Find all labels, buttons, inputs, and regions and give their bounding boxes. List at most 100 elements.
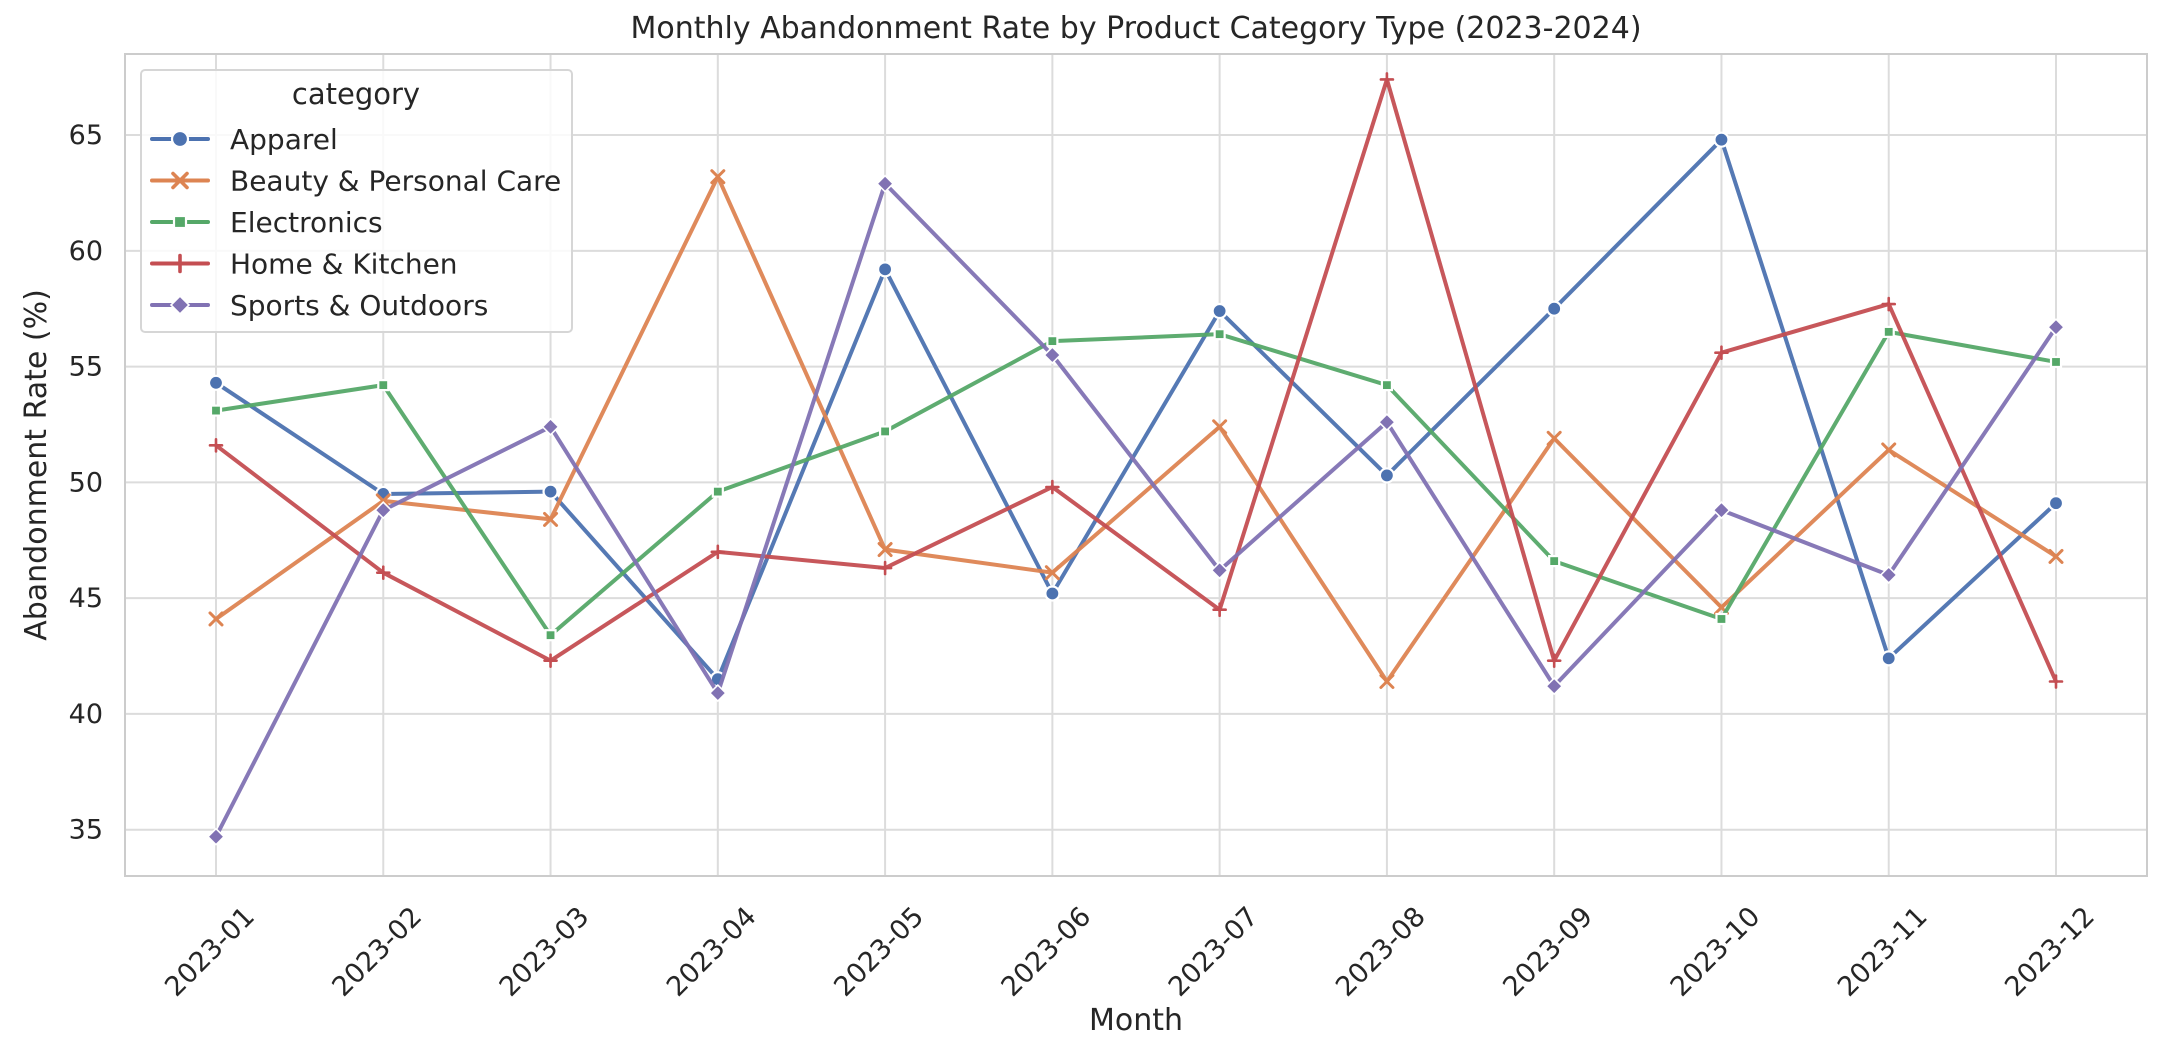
data-point bbox=[708, 683, 727, 703]
plot-border bbox=[124, 53, 2148, 877]
legend-items: Apparel Beauty & Personal Care Electronics… bbox=[150, 123, 561, 322]
data-point bbox=[2047, 495, 2065, 512]
data-point bbox=[209, 404, 223, 417]
data-point bbox=[1380, 379, 1394, 392]
data-point bbox=[1548, 554, 1561, 568]
y-tick-label: 45 bbox=[69, 583, 103, 614]
x-axis-label: Month bbox=[1089, 1003, 1183, 1038]
data-point bbox=[1212, 602, 1227, 618]
data-point bbox=[375, 493, 391, 509]
y-axis-label: Abandonment Rate (%) bbox=[19, 289, 54, 641]
series-beauty-and-personal-care bbox=[208, 169, 2064, 689]
data-point bbox=[208, 611, 224, 627]
data-point bbox=[876, 261, 894, 278]
data-point bbox=[1546, 653, 1562, 668]
data-point bbox=[542, 483, 559, 500]
data-point bbox=[1045, 479, 1060, 495]
data-point bbox=[1712, 501, 1731, 520]
data-point bbox=[2048, 548, 2064, 564]
legend-label: Home & Kitchen bbox=[230, 248, 458, 281]
y-tick-label: 65 bbox=[69, 120, 103, 151]
data-point bbox=[1377, 413, 1397, 432]
x-tick-label: 2023-07 bbox=[1163, 901, 1265, 1003]
data-point bbox=[878, 425, 892, 438]
data-point bbox=[543, 653, 558, 668]
data-point bbox=[877, 560, 893, 576]
data-point bbox=[1379, 673, 1395, 689]
data-point bbox=[1545, 676, 1564, 696]
plot-frame bbox=[124, 53, 2148, 877]
data-point bbox=[2046, 318, 2066, 337]
data-point bbox=[1715, 612, 1728, 626]
data-point bbox=[710, 169, 726, 185]
series-home-and-kitchen bbox=[208, 72, 2064, 689]
data-point bbox=[1881, 296, 1897, 312]
legend-item-home-and-kitchen: Home & Kitchen bbox=[150, 248, 458, 281]
data-point bbox=[1212, 419, 1228, 435]
legend-marker bbox=[169, 294, 191, 316]
data-point bbox=[1714, 345, 1729, 360]
series-line bbox=[214, 77, 2058, 684]
x-axis-ticks: 2023-01 2023-02 2023-03 2023-04 2023-05 2023-… bbox=[159, 901, 2101, 1003]
series-sports-and-outdoors bbox=[206, 174, 2066, 846]
data-point bbox=[1046, 335, 1059, 348]
series-layer bbox=[206, 72, 2066, 846]
data-point bbox=[1379, 72, 1395, 87]
legend-marker bbox=[172, 214, 188, 230]
data-point bbox=[1210, 561, 1229, 580]
legend-label: Electronics bbox=[230, 206, 383, 239]
x-tick-label: 2023-01 bbox=[159, 901, 261, 1003]
x-tick-label: 2023-05 bbox=[828, 901, 930, 1003]
legend-title: category bbox=[292, 77, 420, 111]
data-point bbox=[711, 485, 724, 498]
data-point bbox=[1044, 565, 1060, 581]
data-point bbox=[1879, 565, 1898, 585]
x-tick-label: 2023-02 bbox=[326, 901, 428, 1003]
data-point bbox=[1880, 650, 1897, 667]
legend-label: Beauty & Personal Care bbox=[230, 165, 561, 198]
x-tick-label: 2023-06 bbox=[996, 901, 1098, 1003]
data-point bbox=[374, 501, 393, 520]
data-point bbox=[1881, 442, 1897, 458]
chart-title: Monthly Abandonment Rate by Product Cate… bbox=[630, 11, 1641, 46]
data-point bbox=[1044, 585, 1061, 602]
series-line bbox=[214, 174, 2058, 684]
data-point bbox=[1378, 467, 1396, 484]
data-point bbox=[375, 565, 391, 580]
x-tick-label: 2023-12 bbox=[1999, 901, 2101, 1003]
legend-item-electronics: Electronics bbox=[150, 206, 383, 239]
data-point bbox=[541, 417, 560, 436]
legend-item-sports-and-outdoors: Sports & Outdoors bbox=[150, 289, 488, 322]
legend-label: Sports & Outdoors bbox=[230, 289, 488, 322]
data-point bbox=[543, 511, 559, 527]
data-point bbox=[544, 629, 557, 642]
series-line bbox=[214, 137, 2058, 682]
series-line bbox=[214, 181, 2058, 839]
data-point bbox=[1882, 325, 1895, 338]
y-tick-label: 60 bbox=[69, 236, 103, 267]
data-point bbox=[208, 438, 224, 453]
data-point bbox=[1213, 328, 1226, 341]
data-point bbox=[1713, 131, 1730, 148]
data-point bbox=[1211, 302, 1228, 320]
y-tick-label: 55 bbox=[69, 352, 103, 383]
data-point bbox=[207, 374, 225, 391]
x-tick-label: 2023-11 bbox=[1832, 901, 1934, 1003]
series-line bbox=[214, 329, 2058, 638]
x-tick-label: 2023-03 bbox=[494, 901, 596, 1003]
legend-item-apparel: Apparel bbox=[150, 123, 338, 156]
x-tick-label: 2023-10 bbox=[1665, 901, 1767, 1003]
legend: category Apparel Beauty & Personal Care El… bbox=[140, 69, 573, 333]
data-point bbox=[206, 827, 226, 846]
data-point bbox=[2049, 355, 2063, 369]
series-electronics bbox=[209, 325, 2063, 642]
x-tick-label: 2023-08 bbox=[1330, 901, 1432, 1003]
y-axis-ticks: 35 40 45 50 55 60 65 bbox=[69, 120, 103, 846]
data-point bbox=[1546, 430, 1562, 446]
x-tick-label: 2023-09 bbox=[1497, 901, 1599, 1003]
data-point bbox=[1043, 345, 1062, 365]
data-point bbox=[710, 544, 726, 560]
data-point bbox=[877, 542, 893, 558]
